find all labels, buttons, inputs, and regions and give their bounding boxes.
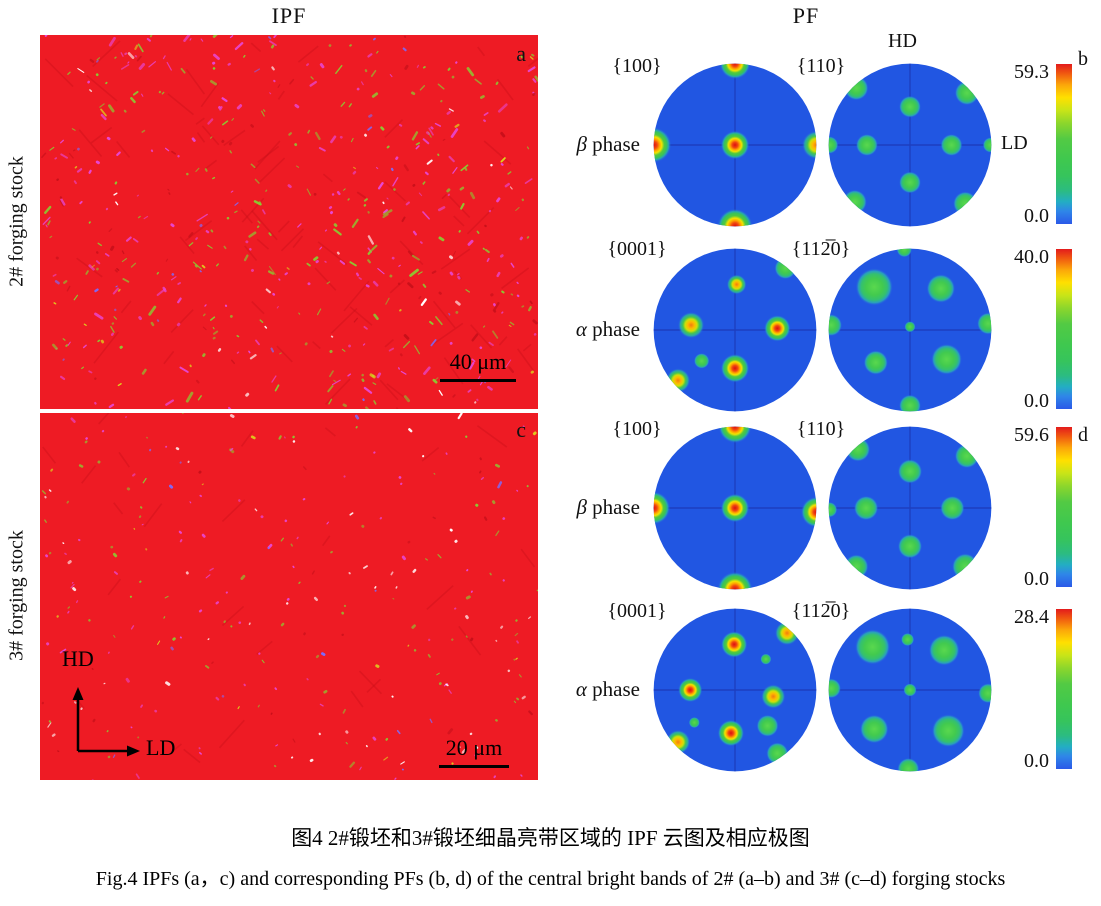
scale-bar-c-label: 20 μm xyxy=(445,735,503,760)
scale-bar-c: 20 μm xyxy=(434,735,514,768)
ipf-map-c-image xyxy=(40,413,538,780)
plane-label-row1-left: {100} xyxy=(612,55,662,77)
phase-symbol-row1: β xyxy=(576,132,587,156)
colorbar-row3-min: 0.0 xyxy=(1024,568,1049,590)
pole-figure-row4-left xyxy=(652,607,818,773)
phase-symbol-row4: α xyxy=(575,677,587,701)
pole-figure-row4-right xyxy=(827,607,993,773)
panel-letter-a: a xyxy=(516,41,526,66)
ipf-column-header: IPF xyxy=(271,3,307,28)
ipf-map-c: c 20 μm HD LD xyxy=(40,413,538,780)
pole-figure-row1-right xyxy=(827,62,993,228)
phase-label-row3: β phase xyxy=(514,495,640,520)
colorbar-row2 xyxy=(1056,249,1072,409)
row-label-3-forging-stock: 3# forging stock xyxy=(5,530,28,661)
colorbar-row2-max: 40.0 xyxy=(1014,246,1049,268)
phase-word-row3: phase xyxy=(586,495,640,519)
scale-bar-c-line xyxy=(439,765,509,768)
phase-word-row1: phase xyxy=(586,132,640,156)
pole-figure-row3-left xyxy=(652,425,818,591)
caption-english: Fig.4 IPFs (a，c) and corresponding PFs (… xyxy=(95,868,1006,890)
plane-label-row1-right: {110} xyxy=(796,55,846,77)
pole-figure-row2-left xyxy=(652,247,818,413)
panel-letter-c: c xyxy=(516,417,526,442)
phase-symbol-row2: α xyxy=(575,317,587,341)
plane-label-row2-right: {112̅0} xyxy=(791,238,851,260)
scale-bar-a-line xyxy=(440,379,516,382)
panel-letter-d: d xyxy=(1078,424,1088,446)
hd-ld-axes-arrows xyxy=(72,687,140,757)
phase-label-row4: α phase xyxy=(514,677,640,702)
phase-label-row2: α phase xyxy=(514,317,640,342)
phase-label-row1: β phase xyxy=(514,132,640,157)
colorbar-row2-min: 0.0 xyxy=(1024,390,1049,412)
ipf-map-a-image xyxy=(40,35,538,409)
colorbar-row4-min: 0.0 xyxy=(1024,750,1049,772)
caption-chinese: 图4 2#锻坯和3#锻坯细晶亮带区域的 IPF 云图及相应极图 xyxy=(291,826,810,850)
plane-label-row2-left: {0001} xyxy=(607,238,667,260)
phase-symbol-row3: β xyxy=(576,495,587,519)
row-label-2-forging-stock: 2# forging stock xyxy=(5,156,28,287)
pf-column-header: PF xyxy=(792,3,820,28)
phase-word-row2: phase xyxy=(586,317,640,341)
ipf-map-a: a 40 μm xyxy=(40,35,538,409)
colorbar-row3-max: 59.6 xyxy=(1014,424,1049,446)
colorbar-row1-min: 0.0 xyxy=(1024,205,1049,227)
plane-label-row3-right: {110} xyxy=(796,418,846,440)
pf-axis-label-ld: LD xyxy=(1001,132,1028,154)
plane-label-row4-left: {0001} xyxy=(607,600,667,622)
colorbar-row3 xyxy=(1056,427,1072,587)
plane-label-row3-left: {100} xyxy=(612,418,662,440)
pf-axis-label-hd: HD xyxy=(888,30,917,52)
pole-figure-row2-right xyxy=(827,247,993,413)
pole-figure-row1-left xyxy=(652,62,818,228)
colorbar-row1-max: 59.3 xyxy=(1014,61,1049,83)
colorbar-row4-max: 28.4 xyxy=(1014,606,1049,628)
colorbar-row4 xyxy=(1056,609,1072,769)
pole-figure-row3-right xyxy=(827,425,993,591)
phase-word-row4: phase xyxy=(586,677,640,701)
scale-bar-a: 40 μm xyxy=(438,349,518,382)
plane-label-row4-right: {112̅0} xyxy=(791,600,851,622)
axis-label-hd: HD xyxy=(62,646,94,671)
scale-bar-a-label: 40 μm xyxy=(449,349,507,374)
axis-label-ld: LD xyxy=(146,735,176,760)
panel-letter-b: b xyxy=(1078,48,1088,70)
colorbar-row1 xyxy=(1056,64,1072,224)
